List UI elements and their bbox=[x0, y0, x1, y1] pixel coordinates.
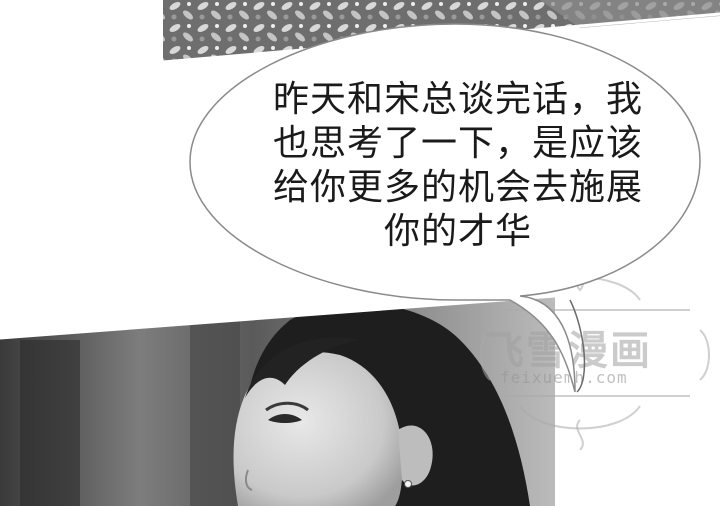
dialogue-line-2: 也思考了一下，是应该 bbox=[272, 123, 643, 164]
dialogue-text: 昨天和宋总谈完话，我 也思考了一下，是应该 给你更多的机会去施展 你的才华 bbox=[228, 78, 688, 254]
dialogue-line-1: 昨天和宋总谈完话，我 bbox=[272, 79, 643, 120]
watermark-url: feixuemh.com bbox=[500, 368, 628, 387]
dialogue-line-4: 你的才华 bbox=[383, 211, 532, 252]
dialogue-line-3: 给你更多的机会去施展 bbox=[272, 167, 643, 208]
